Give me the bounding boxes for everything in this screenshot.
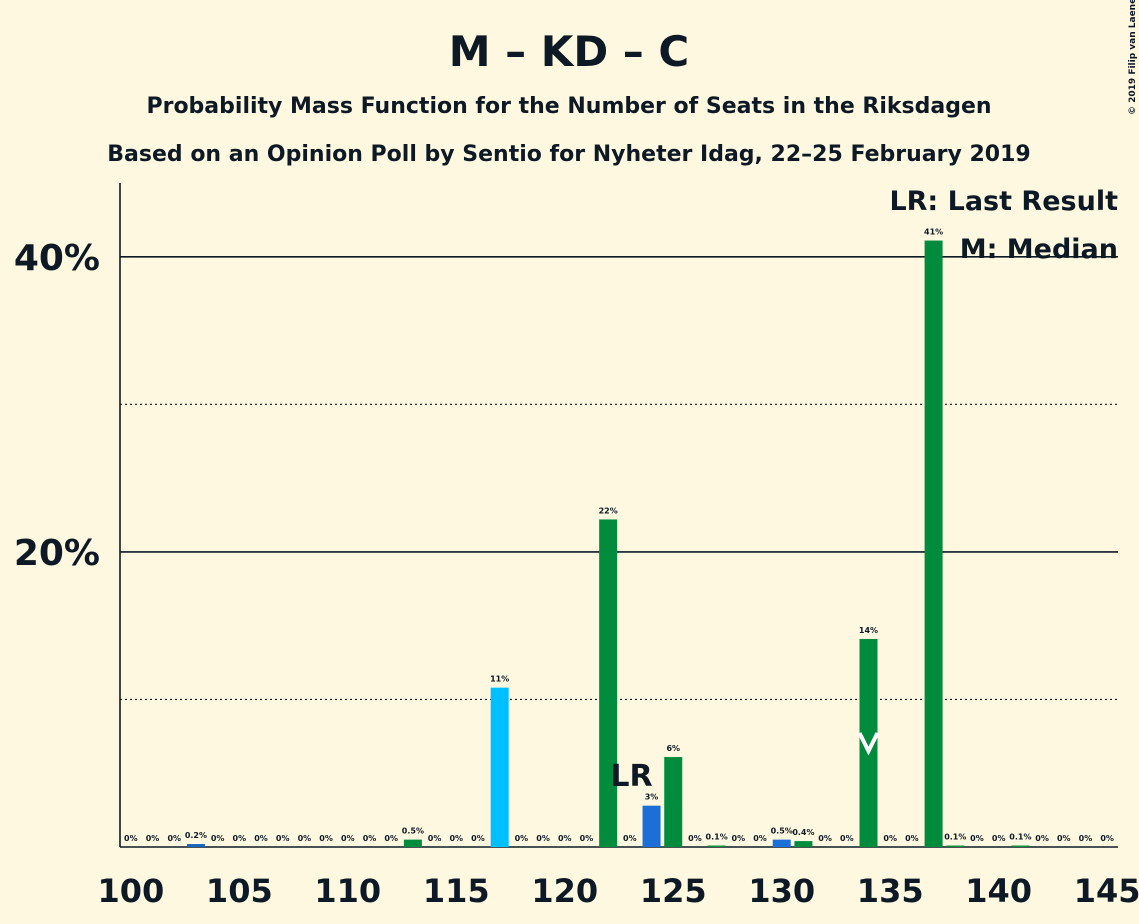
x-tick-label: 130 xyxy=(748,872,815,910)
data-label: 0% xyxy=(992,834,1006,843)
data-label: 0% xyxy=(428,834,442,843)
data-label: 0% xyxy=(1057,834,1071,843)
data-label: 0% xyxy=(449,834,463,843)
data-label: 41% xyxy=(924,228,943,237)
bar xyxy=(1011,845,1030,847)
data-label: 0% xyxy=(753,834,767,843)
data-label: 0% xyxy=(167,834,181,843)
data-label: 0% xyxy=(623,834,637,843)
bar xyxy=(794,841,813,847)
x-tick-label: 125 xyxy=(640,872,707,910)
x-tick-label: 135 xyxy=(857,872,924,910)
data-label: 0% xyxy=(1079,834,1093,843)
y-tick-label: 40% xyxy=(14,238,100,279)
data-label: 0% xyxy=(515,834,529,843)
data-label: 0% xyxy=(298,834,312,843)
chart-title: M – KD – C xyxy=(449,27,690,76)
data-label: 0% xyxy=(818,834,832,843)
data-label: 0% xyxy=(363,834,377,843)
x-tick-label: 110 xyxy=(314,872,381,910)
bar xyxy=(186,844,205,847)
data-label: 0% xyxy=(905,834,919,843)
data-label: 0.5% xyxy=(771,827,793,836)
x-tick-label: 140 xyxy=(965,872,1032,910)
bar xyxy=(490,687,509,847)
legend-entry: M: Median xyxy=(960,234,1118,265)
bar xyxy=(946,845,965,847)
data-label: 0.4% xyxy=(792,828,814,837)
data-label: 0% xyxy=(732,834,746,843)
bar xyxy=(599,519,618,847)
data-label: 0% xyxy=(1035,834,1049,843)
data-label: 22% xyxy=(599,506,618,515)
data-label: 0% xyxy=(580,834,594,843)
median-marker xyxy=(857,732,880,756)
data-label: 0.1% xyxy=(944,833,966,842)
data-label: 0% xyxy=(233,834,247,843)
last-result-label: LR xyxy=(610,759,652,794)
data-label: 0% xyxy=(124,834,138,843)
data-label: 0% xyxy=(1100,834,1114,843)
data-label: 6% xyxy=(666,744,680,753)
legend-entry: LR: Last Result xyxy=(889,186,1118,217)
data-label: 0% xyxy=(558,834,572,843)
data-label: 0% xyxy=(341,834,355,843)
chart-subtitle: Probability Mass Function for the Number… xyxy=(146,94,991,119)
bar xyxy=(924,240,943,848)
x-tick-label: 145 xyxy=(1074,872,1139,910)
bar xyxy=(642,805,661,847)
chart-subtitle: Based on an Opinion Poll by Sentio for N… xyxy=(107,142,1030,167)
bar xyxy=(664,756,683,847)
data-label: 0% xyxy=(536,834,550,843)
data-label: 0.1% xyxy=(1009,833,1031,842)
bar xyxy=(772,839,791,847)
data-label: 0% xyxy=(146,834,160,843)
x-tick-label: 115 xyxy=(423,872,490,910)
data-label: 0% xyxy=(688,834,702,843)
data-label: 0% xyxy=(384,834,398,843)
data-label: 11% xyxy=(490,675,509,684)
data-label: 0.1% xyxy=(706,833,728,842)
data-label: 0.2% xyxy=(185,831,207,840)
data-label: 0% xyxy=(254,834,268,843)
data-label: 0.5% xyxy=(402,827,424,836)
data-label: 0% xyxy=(970,834,984,843)
bar xyxy=(859,638,878,847)
data-label: 0% xyxy=(471,834,485,843)
data-label: 0% xyxy=(319,834,333,843)
data-label: 3% xyxy=(645,793,659,802)
bar xyxy=(403,839,422,847)
y-tick-label: 20% xyxy=(14,533,100,574)
data-label: 0% xyxy=(276,834,290,843)
data-label: 0% xyxy=(211,834,225,843)
x-tick-label: 100 xyxy=(97,872,164,910)
bar xyxy=(707,845,726,847)
copyright: © 2019 Filip van Laenen xyxy=(1128,0,1138,115)
data-label: 0% xyxy=(840,834,854,843)
x-tick-label: 105 xyxy=(206,872,273,910)
data-label: 14% xyxy=(859,626,878,635)
data-label: 0% xyxy=(883,834,897,843)
x-tick-label: 120 xyxy=(531,872,598,910)
